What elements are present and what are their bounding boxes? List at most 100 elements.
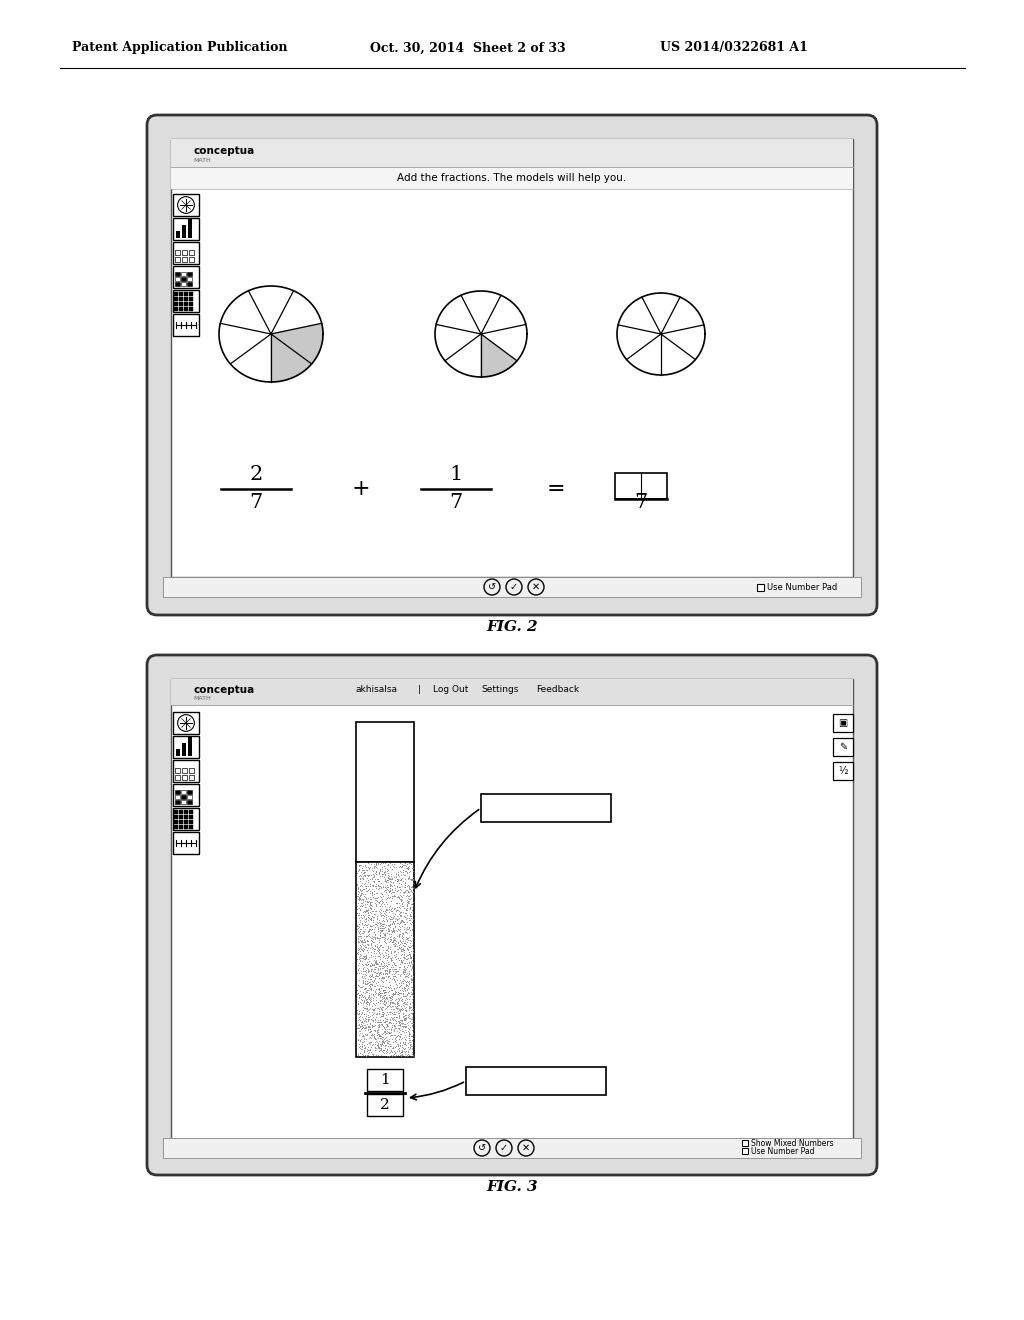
Point [390,1018,407,1039]
Point [354,923,371,944]
Bar [175,789,180,795]
Bar [184,814,188,818]
Point [389,969,406,990]
Point [372,924,388,945]
Point [393,887,410,908]
Point [356,948,373,969]
Point [359,979,376,1001]
Point [355,1028,372,1049]
Point [358,925,375,946]
Point [381,866,397,887]
Point [378,932,394,953]
Point [357,973,374,994]
Point [379,964,395,985]
Point [385,882,401,903]
Point [366,861,382,882]
Point [400,1024,417,1045]
Point [362,972,379,993]
Point [365,983,381,1005]
Bar [175,257,180,261]
Point [379,855,395,876]
Point [354,912,371,933]
Point [404,956,421,977]
Bar [175,800,180,804]
Point [394,1011,411,1032]
Point [401,855,418,876]
Point [360,865,377,886]
Point [373,906,389,927]
Point [396,956,413,977]
Point [391,920,408,941]
Point [386,978,402,999]
Point [396,1041,413,1063]
Point [385,884,401,906]
Point [375,975,391,997]
Point [397,861,414,882]
Point [402,972,419,993]
Point [392,964,409,985]
Point [364,977,380,998]
Point [351,969,368,990]
Point [356,1010,373,1031]
Point [364,974,380,995]
Point [367,890,383,911]
Point [380,919,396,940]
Point [383,1040,399,1061]
Point [371,927,387,948]
Bar [189,292,193,296]
Point [370,853,386,874]
Bar [187,789,193,795]
Point [382,977,398,998]
Point [350,1007,367,1028]
Point [403,998,420,1019]
Point [400,887,417,908]
Point [388,866,404,887]
Point [388,857,404,878]
Point [393,1040,410,1061]
Point [360,993,377,1014]
Point [371,983,387,1005]
Point [359,921,376,942]
Point [385,1012,401,1034]
Point [383,1036,399,1057]
Point [367,892,383,913]
Point [382,906,398,927]
Point [356,1040,373,1061]
Bar [184,810,188,814]
Point [402,1007,419,1028]
Point [369,933,385,954]
Point [359,948,376,969]
Point [380,965,396,986]
Point [353,932,370,953]
Point [391,900,408,921]
Bar [189,810,193,814]
Point [371,968,387,989]
Point [386,1007,402,1028]
Point [350,1010,367,1031]
Point [375,957,391,978]
Point [392,890,409,911]
Point [367,1010,383,1031]
Text: US 2014/0322681 A1: US 2014/0322681 A1 [660,41,808,54]
Point [391,873,408,894]
Point [362,895,379,916]
Point [353,939,370,960]
Point [399,911,416,932]
Point [351,985,368,1006]
Point [404,1001,421,1022]
Point [393,911,410,932]
Point [387,1041,403,1063]
Point [382,946,398,968]
Point [358,859,375,880]
Point [393,1041,410,1063]
Point [381,1045,397,1067]
Point [398,894,415,915]
Point [370,972,386,993]
Point [382,1034,398,1055]
Point [384,964,400,985]
Point [400,1005,417,1026]
Point [354,999,371,1020]
Point [374,1039,390,1060]
Point [395,931,412,952]
Point [357,911,374,932]
